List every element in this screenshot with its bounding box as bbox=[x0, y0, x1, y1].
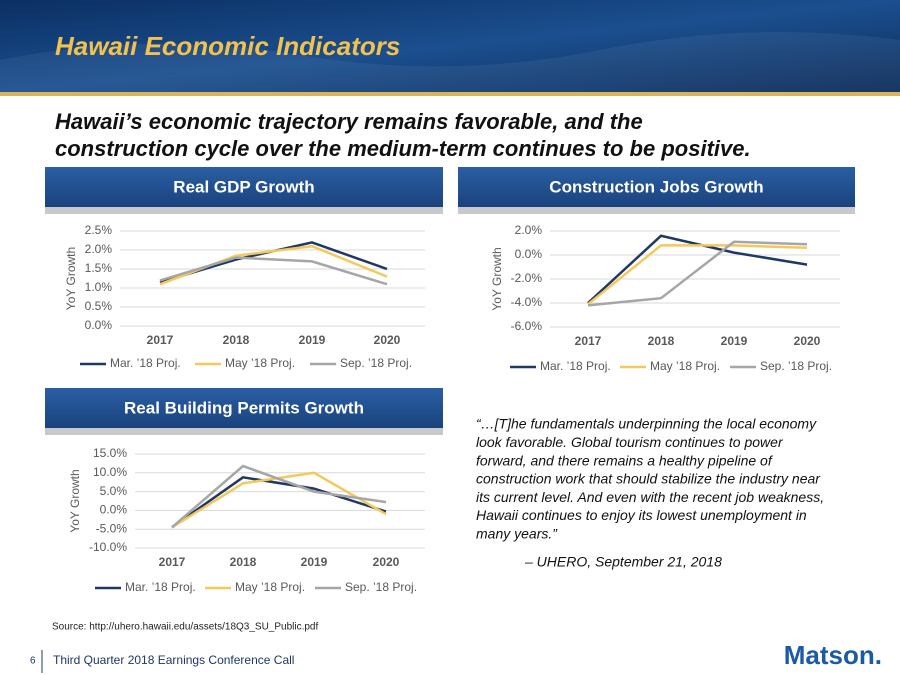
y-tick-label: 0.0% bbox=[515, 247, 543, 261]
y-tick-label: -10.0% bbox=[89, 540, 127, 554]
y-tick-label: 1.0% bbox=[85, 280, 113, 294]
y-tick-label: 1.5% bbox=[85, 261, 113, 275]
x-tick-label: 2019 bbox=[301, 555, 328, 569]
x-tick-label: 2020 bbox=[794, 334, 821, 348]
x-tick-label: 2017 bbox=[575, 334, 602, 348]
legend-label: May ’18 Proj. bbox=[650, 359, 720, 373]
y-tick-label: 2.0% bbox=[515, 223, 543, 237]
page-number: 6 bbox=[30, 656, 36, 667]
subtitle: construction cycle over the medium-term … bbox=[55, 136, 751, 161]
legend-label: Sep. ’18 Proj. bbox=[340, 356, 412, 370]
header-band bbox=[0, 0, 900, 93]
x-tick-label: 2018 bbox=[648, 334, 675, 348]
quote-attribution: – UHERO, September 21, 2018 bbox=[524, 554, 722, 570]
y-tick-label: -5.0% bbox=[96, 521, 128, 535]
panel-header bbox=[458, 167, 855, 207]
x-tick-label: 2017 bbox=[159, 555, 186, 569]
y-axis-label: YoY Growth bbox=[490, 247, 504, 310]
y-tick-label: 0.0% bbox=[100, 503, 128, 517]
quote-line: look favorable. Global tourism continues… bbox=[476, 434, 784, 450]
footer-text: Third Quarter 2018 Earnings Conference C… bbox=[53, 653, 294, 667]
series-line bbox=[171, 464, 387, 529]
y-axis-label: YoY Growth bbox=[68, 469, 82, 532]
legend-label: Sep. ’18 Proj. bbox=[345, 580, 417, 594]
y-tick-label: 15.0% bbox=[93, 446, 127, 460]
y-tick-label: 2.5% bbox=[85, 223, 113, 237]
y-tick-label: 2.0% bbox=[85, 242, 113, 256]
quote-line: its current level. And even with the rec… bbox=[476, 489, 824, 505]
y-axis-label: YoY Growth bbox=[64, 247, 78, 310]
y-tick-label: 0.0% bbox=[85, 318, 113, 332]
quote-line: Hawaii continues to enjoy its lowest une… bbox=[476, 507, 807, 523]
quote-line: construction work that should stabilize … bbox=[476, 471, 821, 487]
series-line bbox=[171, 475, 387, 529]
y-tick-label: -2.0% bbox=[511, 271, 543, 285]
legend-label: Mar. ’18 Proj. bbox=[540, 359, 611, 373]
y-tick-label: 5.0% bbox=[100, 484, 128, 498]
quote-line: “…[T]he fundamentals underpinning the lo… bbox=[476, 416, 817, 432]
x-tick-label: 2019 bbox=[721, 334, 748, 348]
legend-label: May ’18 Proj. bbox=[225, 356, 295, 370]
x-tick-label: 2019 bbox=[299, 333, 326, 347]
y-tick-label: 0.5% bbox=[85, 299, 113, 313]
x-tick-label: 2018 bbox=[223, 333, 250, 347]
header-stripe bbox=[0, 92, 900, 96]
legend-label: May ’18 Proj. bbox=[235, 580, 305, 594]
legend-label: Sep. ’18 Proj. bbox=[760, 359, 832, 373]
source: Source: http://uhero.hawaii.edu/assets/1… bbox=[52, 622, 318, 633]
panel-header bbox=[45, 388, 443, 428]
series-line bbox=[587, 244, 808, 306]
quote: “…[T]he fundamentals underpinning the lo… bbox=[476, 416, 824, 570]
chart-title: Construction Jobs Growth bbox=[549, 177, 763, 196]
x-tick-label: 2020 bbox=[374, 333, 401, 347]
quote-line: many years.” bbox=[476, 526, 558, 542]
panel-header bbox=[45, 167, 443, 207]
y-tick-label: 10.0% bbox=[93, 465, 127, 479]
chart-title: Real GDP Growth bbox=[173, 177, 314, 196]
logo: Matson. bbox=[784, 640, 882, 670]
series-line bbox=[587, 240, 808, 307]
series-line bbox=[159, 256, 388, 286]
y-tick-label: -6.0% bbox=[511, 319, 543, 333]
y-tick-label: -4.0% bbox=[511, 295, 543, 309]
header-wave bbox=[0, 32, 900, 93]
series-line bbox=[159, 244, 388, 286]
x-tick-label: 2018 bbox=[230, 555, 257, 569]
legend-label: Mar. ’18 Proj. bbox=[110, 356, 181, 370]
slide-title: Hawaii Economic Indicators bbox=[55, 31, 400, 61]
quote-line: forward, and there remains a healthy pip… bbox=[476, 452, 774, 468]
subtitle: Hawaii’s economic trajectory remains fav… bbox=[55, 109, 643, 134]
chart-title: Real Building Permits Growth bbox=[124, 398, 364, 417]
x-tick-label: 2020 bbox=[373, 555, 400, 569]
legend-label: Mar. ’18 Proj. bbox=[125, 580, 196, 594]
x-tick-label: 2017 bbox=[147, 333, 174, 347]
